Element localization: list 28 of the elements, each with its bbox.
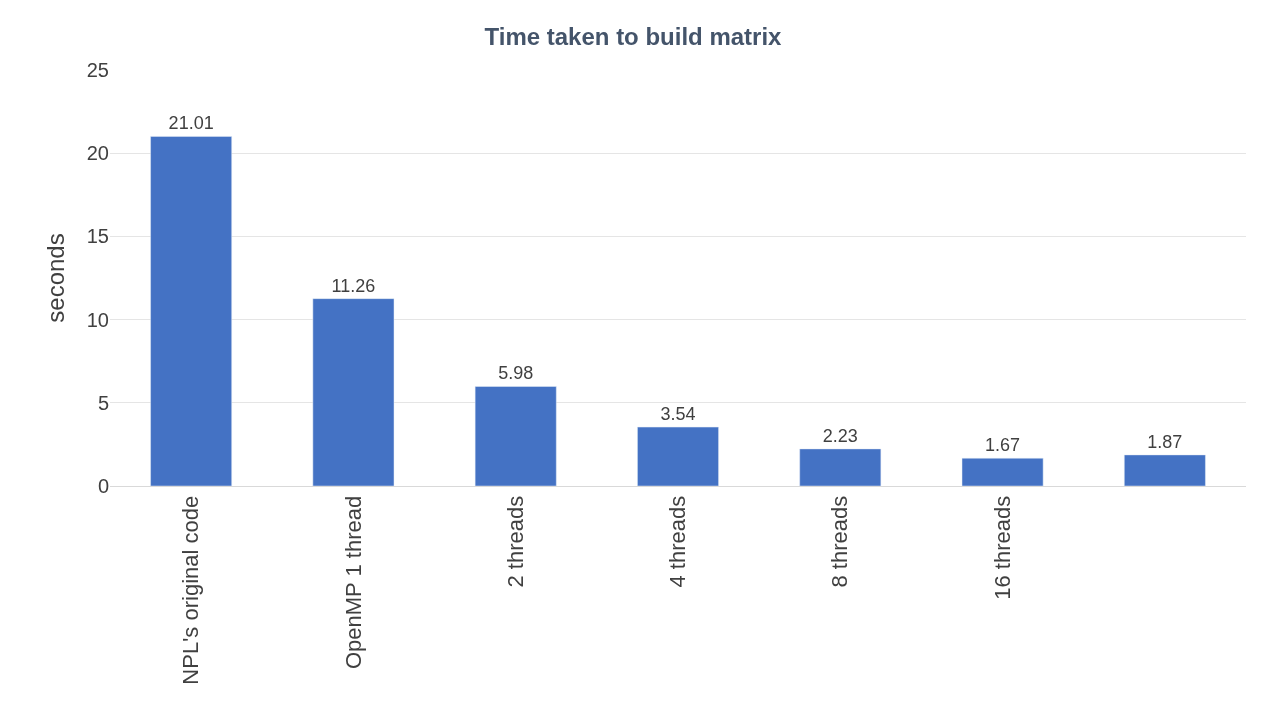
data-label: 1.67	[985, 435, 1021, 456]
bar	[1124, 454, 1206, 486]
y-tick-label: 10	[86, 308, 109, 331]
data-label: 5.98	[498, 363, 534, 384]
x-tick-label: OpenMP 1 thread	[340, 495, 366, 670]
data-label: 3.54	[660, 404, 696, 425]
bar	[312, 298, 395, 486]
y-axis-title: seconds	[41, 233, 69, 323]
bar	[474, 386, 557, 486]
x-tick-label: 2 threads	[502, 495, 528, 588]
bar	[799, 448, 882, 486]
y-tick-label: 0	[97, 475, 109, 497]
data-label: 11.26	[331, 275, 376, 296]
bar	[961, 457, 1044, 486]
data-label: 21.01	[168, 113, 214, 134]
y-tick-label: 25	[86, 59, 109, 81]
y-tick-label: 20	[86, 142, 109, 165]
chart-title: Time taken to build matrix	[484, 23, 783, 51]
x-tick-label: 8 threads	[827, 495, 853, 588]
x-tick-label: 4 threads	[665, 495, 691, 588]
data-label: 1.87	[1147, 431, 1183, 452]
data-label: 2.23	[822, 425, 858, 446]
x-tick-label: 16 threads	[989, 495, 1015, 600]
y-tick-label: 5	[97, 391, 109, 414]
bar	[637, 426, 719, 486]
bar	[150, 136, 232, 486]
y-tick-label: 15	[86, 225, 109, 248]
x-tick-label: NPL's original code	[178, 495, 204, 685]
